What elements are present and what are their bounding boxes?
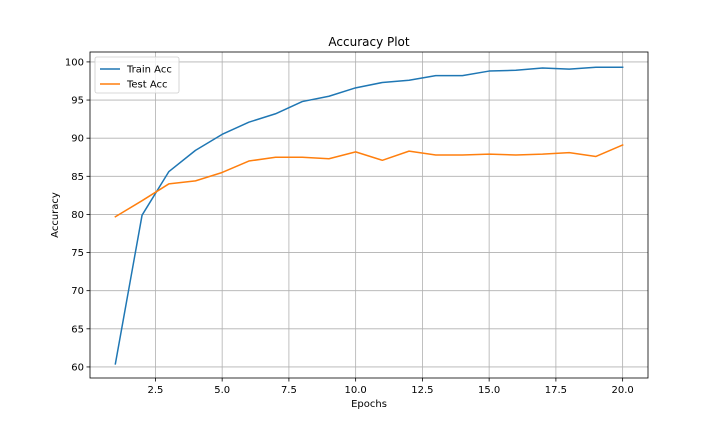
x-tick-label: 7.5 (281, 385, 297, 396)
x-tick-label: 5.0 (214, 385, 230, 396)
y-tick-label: 95 (71, 96, 84, 107)
legend-entry: Train Acc (126, 65, 172, 76)
x-tick-label: 20.0 (612, 385, 634, 396)
x-tick-label: 17.5 (545, 385, 567, 396)
y-tick-label: 75 (71, 248, 84, 259)
y-tick-label: 60 (71, 362, 84, 373)
x-tick-label: 10.0 (345, 385, 367, 396)
y-tick-label: 85 (71, 172, 84, 183)
legend: Train Acc Test Acc (94, 56, 180, 94)
legend-entry: Test Acc (126, 80, 168, 91)
series-lines (114, 66, 624, 365)
plot-frame (89, 51, 649, 379)
x-axis-label: Epochs (351, 399, 387, 410)
y-tick-label: 70 (71, 286, 84, 297)
series-line-test-acc (114, 144, 624, 218)
x-tick-label: 2.5 (147, 385, 163, 396)
series-line-train-acc (114, 66, 624, 365)
y-tick-label: 90 (71, 134, 84, 145)
y-tick-label: 80 (71, 210, 84, 221)
y-tick-label: 65 (71, 324, 84, 335)
y-tick-label: 100 (65, 57, 84, 68)
grid (90, 52, 648, 378)
chart-title: Accuracy Plot (328, 35, 410, 49)
y-axis-label: Accuracy (50, 192, 61, 238)
axis-ticks: 2.5 5.0 7.5 10.0 12.5 15.0 17.5 20.0 60 65 70 75 80 8… (65, 57, 634, 396)
x-tick-label: 12.5 (411, 385, 433, 396)
x-tick-label: 15.0 (478, 385, 500, 396)
